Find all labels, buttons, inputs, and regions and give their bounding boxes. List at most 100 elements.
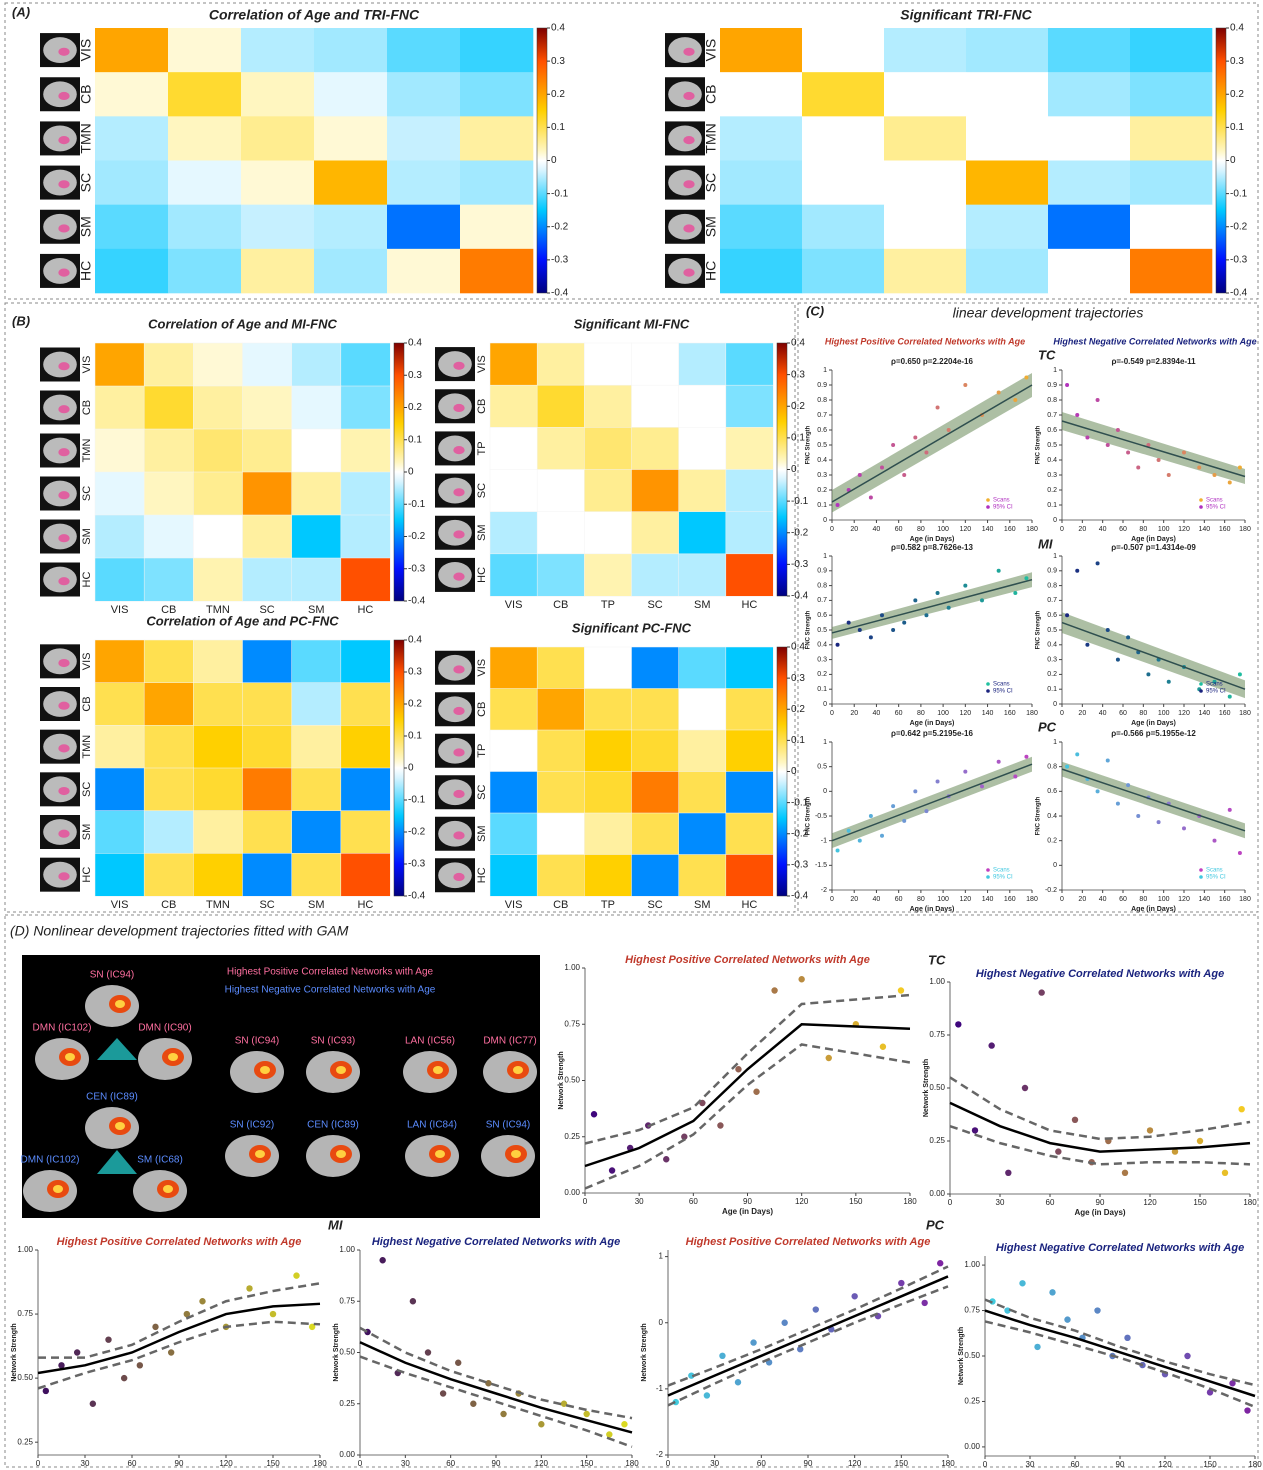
x-tick-label: 0 xyxy=(830,526,834,533)
colorbar-label: 0 xyxy=(1230,155,1236,166)
heatmap-cell xyxy=(632,385,679,427)
y-tick-label: 0.50 xyxy=(17,1373,33,1382)
heatmap-cell xyxy=(490,554,537,596)
plot-title: ρ=-0.566 p=5.1955e-12 xyxy=(1111,729,1196,738)
x-tick-label: 120 xyxy=(1178,710,1190,717)
point xyxy=(621,1421,627,1427)
heatmap-cell xyxy=(144,343,193,386)
heatmap-cell xyxy=(679,647,726,689)
point xyxy=(1228,481,1232,485)
x-tick-label: 60 xyxy=(895,896,903,903)
fit-line xyxy=(360,1342,632,1432)
col-label: SC xyxy=(647,899,662,911)
point xyxy=(1094,1307,1100,1313)
heatmap-cell xyxy=(726,385,773,427)
row-label: SC xyxy=(703,173,719,192)
colorbar-label: -0.3 xyxy=(1230,255,1248,266)
point xyxy=(847,621,851,625)
y-tick-label: 1 xyxy=(659,1252,664,1261)
colorbar-label: -0.3 xyxy=(408,859,426,870)
x-tick-label: 100 xyxy=(937,896,949,903)
heatmap-cell xyxy=(341,725,390,768)
brain-icon-blob xyxy=(453,530,464,538)
point xyxy=(1034,1344,1040,1350)
heatmap-cell xyxy=(537,554,584,596)
y-tick-label: 0.8 xyxy=(1047,397,1057,404)
y-tick-label: 0.3 xyxy=(1047,472,1057,479)
point xyxy=(379,1257,385,1263)
x-tick-label: 60 xyxy=(757,1459,766,1468)
heatmap-cell xyxy=(168,205,241,249)
y-tick-label: 0 xyxy=(823,517,827,524)
plot-title: Highest Negative Correlated Networks wit… xyxy=(976,968,1224,980)
brain-activation-core xyxy=(511,1150,521,1158)
point xyxy=(898,987,904,993)
colorbar-label: 0.3 xyxy=(408,370,422,381)
heatmap-cell xyxy=(537,385,584,427)
colorbar-label: 0 xyxy=(408,467,414,478)
x-tick-label: 60 xyxy=(1046,1198,1055,1207)
y-tick-label: 1.00 xyxy=(564,963,580,972)
colorbar-label: -0.2 xyxy=(791,527,809,538)
y-tick-label: 0.1 xyxy=(817,502,827,509)
heatmap-cell xyxy=(720,249,802,293)
point xyxy=(936,779,940,783)
colorbar-label: -0.4 xyxy=(408,891,426,902)
heatmap-cell xyxy=(95,249,168,293)
brain-icon-blob xyxy=(453,446,464,454)
y-tick-label: 0.7 xyxy=(817,597,827,604)
y-tick-label: 0.00 xyxy=(564,1188,580,1197)
x-tick-label: 150 xyxy=(580,1459,594,1468)
plot-title: ρ=0.582 p=8.7626e-13 xyxy=(891,543,973,552)
y-tick-label: 1.00 xyxy=(17,1245,33,1254)
heatmap-cell xyxy=(460,72,533,116)
brain-activation-core xyxy=(168,1053,178,1061)
row-label: PC xyxy=(926,1217,945,1232)
point xyxy=(1049,1289,1055,1295)
x-tick-label: 60 xyxy=(1071,1460,1080,1469)
point xyxy=(902,621,906,625)
row-label: HC xyxy=(476,867,488,883)
point xyxy=(1126,635,1130,639)
brain-icon-blob xyxy=(683,92,694,100)
brain-activation-core xyxy=(65,1053,75,1061)
colorbar-label: -0.2 xyxy=(1230,221,1248,232)
x-tick-label: 160 xyxy=(1004,896,1016,903)
point xyxy=(1136,814,1140,818)
colorbar-label: -0.4 xyxy=(791,891,809,902)
brain-icon-blob xyxy=(453,488,464,496)
box-header: Highest Positive Correlated Networks wit… xyxy=(227,967,434,978)
point xyxy=(1024,576,1028,580)
x-tick-label: 150 xyxy=(895,1459,909,1468)
colorbar-label: 0.1 xyxy=(791,433,805,444)
heatmap-cell xyxy=(1048,249,1130,293)
legend-label: 95% CI xyxy=(1206,689,1226,695)
colorbar-label: -0.2 xyxy=(408,531,426,542)
col-label: SM xyxy=(694,599,711,611)
brain-icon-blob xyxy=(58,830,69,838)
y-tick-label: -1.5 xyxy=(815,862,827,869)
row-label: TMN xyxy=(78,123,94,153)
y-tick-label: 0.9 xyxy=(1047,382,1057,389)
heatmap-cell xyxy=(241,249,314,293)
heatmap-cell xyxy=(168,28,241,72)
y-axis-label: FNC Strength xyxy=(806,610,812,649)
y-tick-label: -1 xyxy=(821,838,827,845)
x-tick-label: 60 xyxy=(1119,526,1127,533)
row-label: VIS xyxy=(81,652,93,670)
col-label: VIS xyxy=(111,604,129,616)
point xyxy=(1106,759,1110,763)
row-label: CB xyxy=(78,85,94,104)
x-axis-label: Age (in Days) xyxy=(910,536,955,543)
x-tick-label: 120 xyxy=(1178,896,1190,903)
heatmap-cell xyxy=(241,72,314,116)
point xyxy=(1222,1170,1228,1176)
colorbar-label: 0.2 xyxy=(1230,89,1244,100)
y-tick-label: 1 xyxy=(823,739,827,746)
figure: (A) (B) (C) linear development trajector… xyxy=(0,0,1263,1470)
heatmap-cell xyxy=(1048,72,1130,116)
point xyxy=(90,1401,96,1407)
legend-label: Scans xyxy=(1206,682,1223,688)
heatmap-cell xyxy=(490,427,537,469)
ci-line xyxy=(950,1077,1250,1138)
